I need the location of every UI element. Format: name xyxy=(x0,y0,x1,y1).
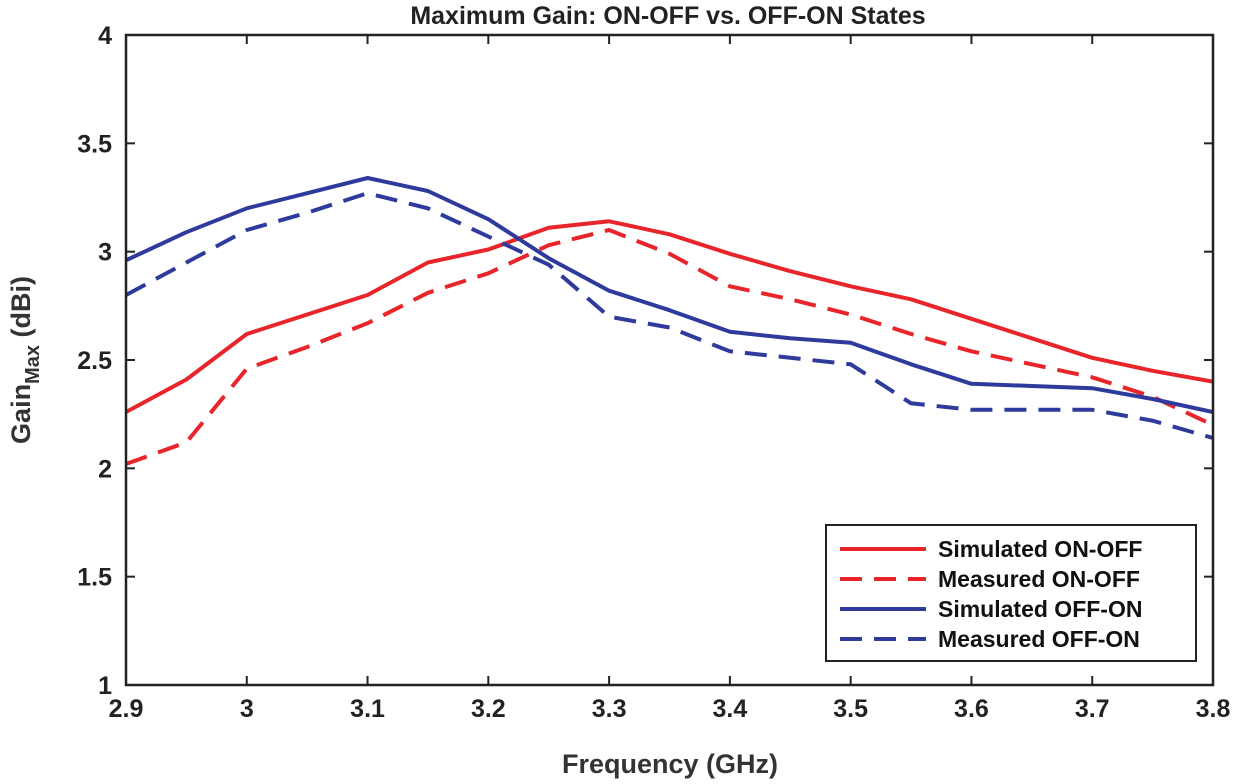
x-tick-label: 3.2 xyxy=(471,695,506,723)
y-tick-label: 4 xyxy=(98,22,112,50)
y-tick-label: 1 xyxy=(98,672,112,700)
y-tick-label: 2.5 xyxy=(77,347,112,375)
series-line-simulated-on-off xyxy=(126,219,1213,414)
x-axis: 2.9 3 3.1 3.2 3.3 3.4 3.5 3.6 3.7 3.8 xyxy=(109,35,1231,723)
x-tick-label: 3.6 xyxy=(954,695,989,723)
x-tick-label: 2.9 xyxy=(109,695,144,723)
x-axis-label: Frequency (GHz) xyxy=(562,749,778,779)
legend-label: Simulated OFF-ON xyxy=(938,596,1142,622)
x-tick-label: 3.7 xyxy=(1075,695,1110,723)
y-axis-label: GainMax (dBi) xyxy=(6,276,44,444)
y-tick-label: 2 xyxy=(98,455,112,483)
series-line-measured-off-on xyxy=(126,191,1213,440)
chart-title: Maximum Gain: ON-OFF vs. OFF-ON States xyxy=(410,2,925,30)
legend-label: Measured OFF-ON xyxy=(938,626,1140,652)
series-layer xyxy=(126,176,1213,466)
x-tick-label: 3.1 xyxy=(350,695,385,723)
legend-label: Simulated ON-OFF xyxy=(938,536,1142,562)
legend-label: Measured ON-OFF xyxy=(938,566,1140,592)
y-axis-label-subscript: Max xyxy=(22,345,44,384)
y-tick-label: 3 xyxy=(98,239,112,267)
y-axis-label-base: Gain xyxy=(6,384,36,444)
x-tick-label: 3 xyxy=(240,695,254,723)
x-tick-label: 3.5 xyxy=(833,695,868,723)
y-axis: 1 1.5 2 2.5 3 3.5 4 xyxy=(77,22,1213,700)
x-tick-label: 3.4 xyxy=(713,695,748,723)
y-tick-label: 3.5 xyxy=(77,130,112,158)
series-line-measured-on-off xyxy=(126,228,1213,466)
x-tick-label: 3.3 xyxy=(592,695,627,723)
y-axis-label-unit: (dBi) xyxy=(6,276,36,345)
legend: Simulated ON-OFF Measured ON-OFF Simulated… xyxy=(825,524,1197,662)
series-line-simulated-off-on xyxy=(126,176,1213,414)
x-tick-label: 3.8 xyxy=(1196,695,1231,723)
y-tick-label: 1.5 xyxy=(77,564,112,592)
